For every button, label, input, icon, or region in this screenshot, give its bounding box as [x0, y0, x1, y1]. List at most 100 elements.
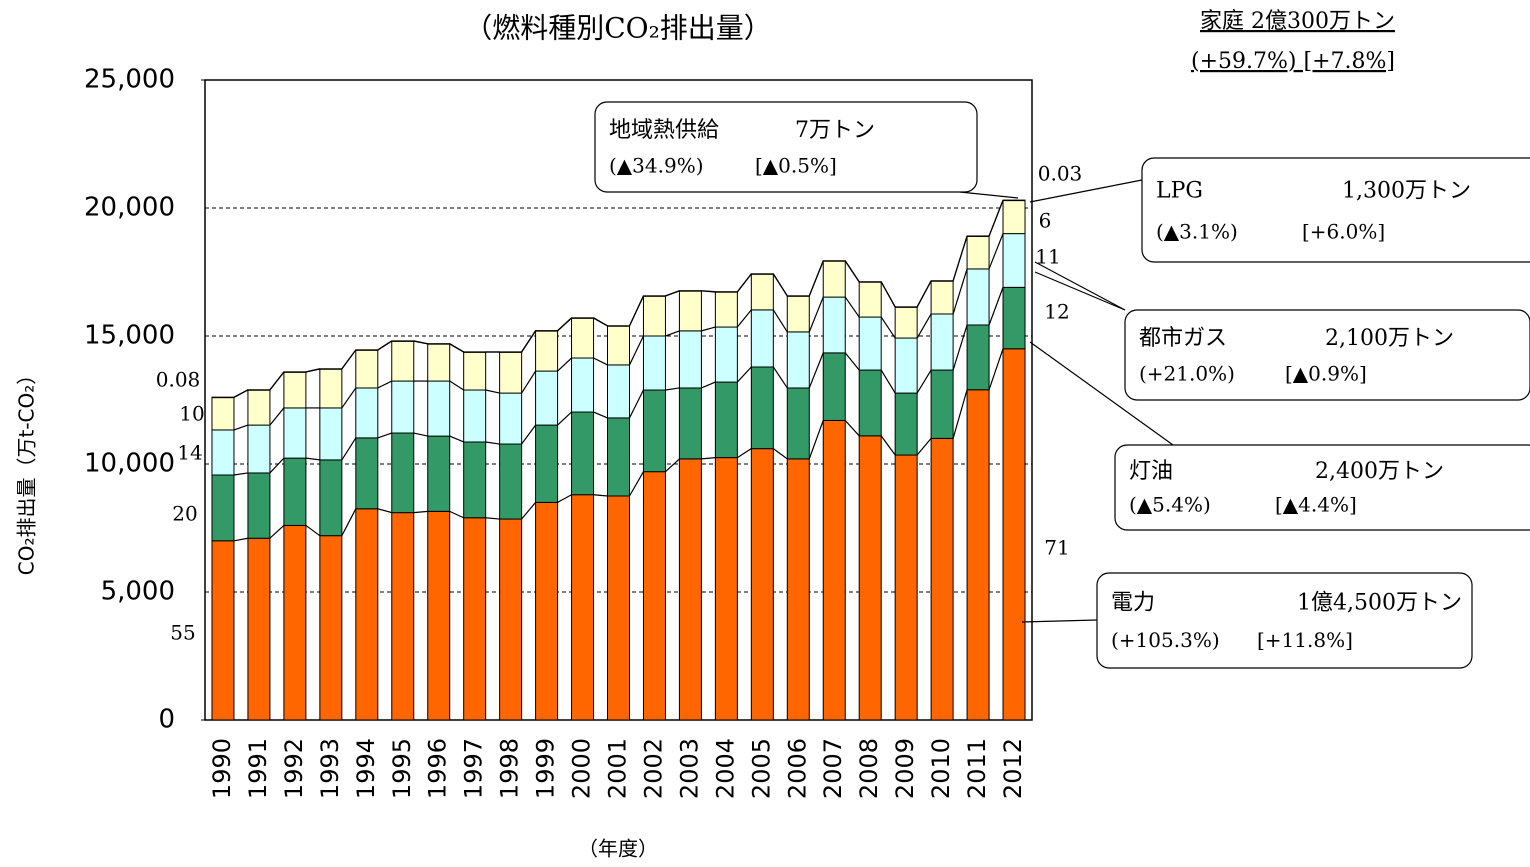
connector-line — [844, 352, 860, 371]
bar-segment — [894, 454, 918, 721]
connector-line — [736, 309, 752, 328]
y-axis-label: CO₂排出量（万t-CO₂） — [15, 365, 39, 576]
bar-segment — [678, 458, 702, 721]
bar-segment — [858, 316, 882, 371]
bar-segment — [247, 389, 271, 426]
connector-line — [844, 420, 860, 437]
bar-segment — [499, 443, 523, 520]
callout-pointer — [1029, 341, 1181, 451]
bar-segment — [750, 366, 774, 450]
connector-line — [880, 316, 896, 339]
connector-line — [305, 368, 320, 373]
callout-amount: 2,100万トン — [1325, 326, 1454, 351]
bar-segment — [463, 351, 487, 391]
connector-line — [808, 296, 824, 333]
bar-segment — [607, 325, 630, 366]
bar-segment — [750, 273, 774, 311]
connector-line — [701, 457, 716, 460]
x-tick-label: 2001 — [604, 738, 632, 799]
connector-line — [269, 371, 285, 391]
bar-segment — [607, 495, 630, 721]
connector-line — [485, 389, 500, 394]
connector-line — [665, 290, 680, 297]
bar-segment — [1002, 199, 1026, 235]
callout-change: [▲0.5%] — [755, 153, 837, 177]
bar-segment — [642, 295, 666, 337]
bar-segment — [571, 317, 595, 319]
bar-segment — [355, 508, 379, 721]
bar-segment — [930, 313, 954, 371]
callout-change: [+6.0%] — [1302, 219, 1385, 243]
bar-segment — [678, 290, 702, 332]
bar-segment — [391, 340, 415, 382]
bar-segment — [499, 392, 523, 445]
total-change: (+59.7%) [+7.8%] — [1191, 49, 1395, 74]
connector-line — [305, 457, 320, 461]
x-tick-label: 1999 — [532, 738, 560, 799]
bar-segment — [355, 349, 379, 389]
connector-line — [341, 508, 357, 536]
bar-segment — [211, 396, 235, 399]
connector-line — [988, 199, 1004, 237]
bar-segment — [822, 260, 846, 298]
connector-line — [665, 387, 680, 391]
callout-amount: 1,300万トン — [1342, 178, 1471, 203]
bar-segment — [355, 437, 379, 510]
connector-line — [233, 389, 249, 398]
connector-line — [233, 424, 249, 431]
callout-box — [1096, 572, 1473, 669]
bar-segment — [607, 417, 630, 497]
bar-segment — [535, 501, 559, 721]
connector-line — [737, 448, 752, 459]
connector-line — [808, 352, 824, 389]
bar-segment — [571, 317, 595, 359]
bar-segment — [247, 537, 271, 721]
connector-line — [413, 510, 428, 514]
y-tick-label: 15,000 — [84, 321, 175, 351]
callout-change: (+105.3%) — [1111, 628, 1220, 652]
bar-segment — [678, 330, 702, 389]
bar-segment — [714, 291, 738, 293]
x-tick-label: 1991 — [244, 738, 272, 799]
connector-line — [772, 448, 788, 460]
bar-segment — [463, 517, 487, 721]
callout-change: (+21.0%) — [1139, 361, 1235, 385]
callout-box — [594, 101, 978, 193]
bar-segment — [463, 351, 487, 353]
connector-line — [233, 472, 249, 476]
bar-segment — [571, 357, 595, 413]
bar-segment — [930, 280, 954, 282]
connector-line — [485, 517, 500, 520]
connector-line — [557, 357, 572, 372]
connector-line — [521, 330, 537, 353]
share-label: 71 — [1044, 536, 1069, 560]
bar-segment — [894, 337, 918, 394]
bar-segment — [966, 235, 990, 237]
callout-change: (▲5.4%) — [1129, 493, 1211, 517]
bar-segment — [211, 540, 235, 721]
connector-line — [952, 324, 968, 371]
callout-amount: 1億4,500万トン — [1297, 590, 1462, 615]
connector-line — [952, 235, 968, 281]
bar-segment — [283, 457, 307, 526]
connector-line — [593, 411, 608, 419]
bar-segment — [894, 306, 918, 308]
bar-segment — [678, 387, 702, 460]
x-tick-label: 1993 — [316, 738, 344, 799]
callout-box — [1114, 444, 1530, 531]
x-tick-label: 1992 — [280, 738, 308, 799]
connector-line — [916, 280, 932, 308]
callout-name: 地域熱供給 — [609, 118, 719, 143]
connector-line — [701, 326, 716, 332]
connector-line — [557, 411, 572, 426]
bar-segment — [427, 343, 451, 345]
bar-segment — [571, 411, 595, 496]
x-tick-label: 2012 — [999, 738, 1027, 799]
bar-segment — [966, 235, 990, 270]
connector-line — [269, 524, 285, 539]
connector-line — [521, 502, 537, 520]
connector-line — [880, 369, 896, 394]
connector-line — [449, 380, 464, 391]
bar-segment — [822, 352, 846, 421]
